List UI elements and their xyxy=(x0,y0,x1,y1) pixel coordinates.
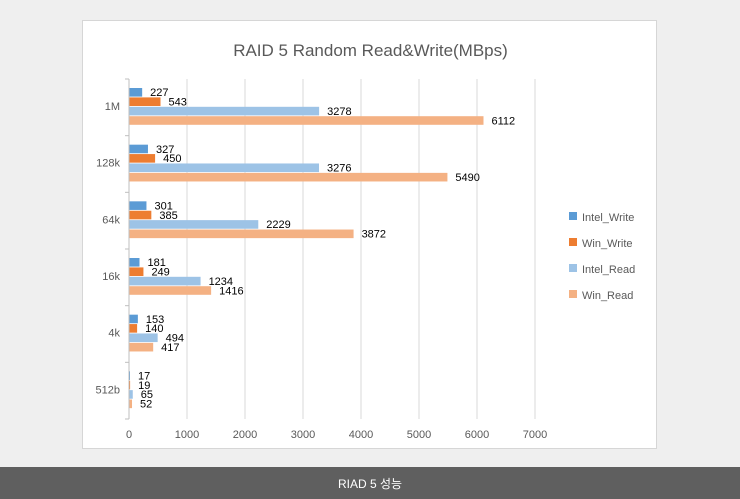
y-tick-label: 16k xyxy=(102,271,120,283)
data-label: 65 xyxy=(141,389,153,401)
data-label: 543 xyxy=(168,97,186,109)
data-label: 227 xyxy=(150,87,168,99)
bar-intel-write xyxy=(129,258,140,267)
bar-intel-read xyxy=(129,106,320,116)
bar-win-write xyxy=(129,380,131,390)
y-tick-label: 1M xyxy=(105,101,120,113)
bar-win-read xyxy=(129,286,212,295)
x-tick-label: 1000 xyxy=(175,429,199,441)
bar-win-read xyxy=(129,399,133,409)
bar-intel-read xyxy=(129,390,133,399)
data-label: 2229 xyxy=(266,219,290,231)
legend-swatch xyxy=(569,264,577,272)
bar-intel-read xyxy=(129,163,320,173)
data-label: 153 xyxy=(146,314,164,326)
bar-intel-read xyxy=(129,220,259,229)
x-tick-label: 0 xyxy=(126,429,132,441)
y-tick-label: 128k xyxy=(96,158,120,170)
bar-intel-read xyxy=(129,276,201,286)
y-tick-label: 4k xyxy=(108,328,120,340)
data-label: 417 xyxy=(161,342,179,354)
data-label: 301 xyxy=(154,200,172,212)
bar-win-read xyxy=(129,342,154,352)
x-tick-label: 4000 xyxy=(349,429,373,441)
bar-win-write xyxy=(129,324,138,333)
data-label: 52 xyxy=(140,399,152,411)
data-label: 5490 xyxy=(455,172,479,184)
bar-win-read xyxy=(129,172,448,182)
bar-intel-write xyxy=(129,314,138,324)
data-label: 3278 xyxy=(327,106,351,118)
bar-intel-write xyxy=(129,144,148,154)
caption-bar: RIAD 5 성능 xyxy=(0,467,740,499)
bar-intel-read xyxy=(129,333,158,343)
data-label: 327 xyxy=(156,144,174,156)
x-tick-label: 3000 xyxy=(291,429,315,441)
x-tick-label: 2000 xyxy=(233,429,257,441)
bar-win-read xyxy=(129,116,484,125)
data-label: 494 xyxy=(166,333,184,345)
legend-swatch xyxy=(569,290,577,298)
bar-win-read xyxy=(129,229,354,239)
data-label: 3872 xyxy=(362,229,386,241)
caption-text: RIAD 5 성능 xyxy=(337,476,403,491)
x-tick-label: 5000 xyxy=(407,429,431,441)
x-tick-label: 7000 xyxy=(523,429,547,441)
data-label: 6112 xyxy=(491,115,515,127)
chart-frame: 227 543 3278 6112 327 450 3276 5490 301 385 2229 38… xyxy=(82,20,657,449)
legend-label: Win_Write xyxy=(582,238,633,250)
y-tick-label: 512b xyxy=(96,384,120,396)
data-label: 19 xyxy=(138,380,150,392)
legend-label: Intel_Write xyxy=(582,212,634,224)
y-tick-label: 64k xyxy=(102,214,120,226)
data-label: 450 xyxy=(163,153,181,165)
chart-title: RAID 5 Random Read&Write(MBps) xyxy=(233,41,508,60)
bar-win-write xyxy=(129,210,152,220)
data-label: 17 xyxy=(138,370,150,382)
x-tick-label: 6000 xyxy=(465,429,489,441)
bar-intel-write xyxy=(129,88,143,97)
data-label: 1416 xyxy=(219,285,243,297)
legend-swatch xyxy=(569,212,577,220)
data-label: 249 xyxy=(151,267,169,279)
legend-label: Win_Read xyxy=(582,290,633,302)
bar-intel-write xyxy=(129,201,147,210)
bar-win-write xyxy=(129,267,144,276)
data-label: 1234 xyxy=(209,276,233,288)
data-label: 3276 xyxy=(327,163,351,175)
data-label: 385 xyxy=(159,210,177,222)
bar-win-write xyxy=(129,154,156,163)
legend-swatch xyxy=(569,238,577,246)
data-label: 140 xyxy=(145,323,163,335)
data-label: 181 xyxy=(147,257,165,269)
legend-label: Intel_Read xyxy=(582,264,635,276)
bar-win-write xyxy=(129,97,161,106)
